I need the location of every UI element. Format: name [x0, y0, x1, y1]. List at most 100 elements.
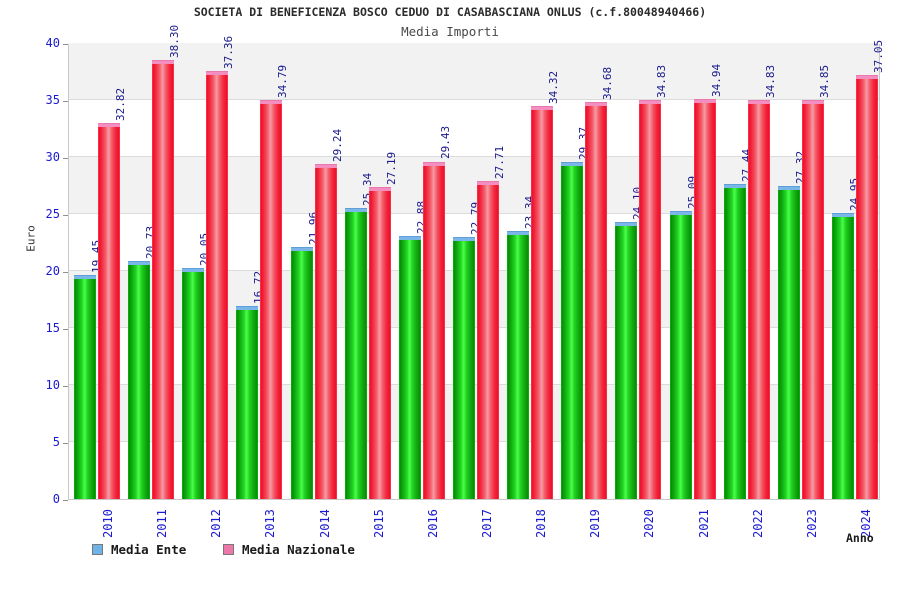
bar-top-cap: [314, 163, 337, 168]
y-axis-tick-mark: [63, 158, 68, 159]
bar-top-cap: [236, 306, 259, 311]
legend-swatch-icon: [223, 544, 234, 555]
y-axis-tick-mark: [63, 101, 68, 102]
bar-top-cap: [855, 74, 878, 79]
y-axis-tick-label: 40: [45, 36, 60, 50]
legend-swatch-icon: [92, 544, 103, 555]
bar-media-nazionale-2013: [260, 100, 283, 499]
bar-top-cap: [98, 122, 121, 127]
gridline: [69, 156, 879, 157]
bar-value-label: 27.19: [384, 151, 398, 186]
x-axis-tick-label-2010: 2010: [101, 509, 116, 538]
bar-media-ente-2022: [723, 184, 746, 499]
bar-value-label: 34.32: [547, 70, 561, 104]
y-axis-tick-label: 20: [45, 264, 60, 278]
bar-media-nazionale-2018: [531, 105, 554, 499]
bar-top-cap: [507, 230, 530, 235]
bar-media-nazionale-2012: [206, 71, 229, 499]
y-axis-tick-label: 35: [45, 93, 60, 107]
bar-value-label: 32.82: [114, 87, 128, 121]
bar-media-nazionale-2011: [152, 60, 175, 499]
bar-top-cap: [368, 187, 391, 192]
bar-value-label: 38.30: [168, 25, 182, 59]
bar-top-cap: [260, 100, 283, 105]
bar-top-cap: [585, 101, 608, 106]
bar-media-ente-2012: [182, 268, 205, 499]
y-axis-tick-mark: [63, 386, 68, 387]
bar-media-nazionale-2021: [693, 98, 716, 499]
bar-media-ente-2015: [344, 208, 367, 499]
plot-band: [69, 43, 879, 100]
y-axis-tick-label: 25: [45, 207, 60, 221]
chart-subtitle: Media Importi: [401, 24, 499, 39]
bar-media-nazionale-2019: [585, 101, 608, 499]
y-axis-tick-label: 30: [45, 150, 60, 164]
bar-top-cap: [615, 222, 638, 227]
bar-value-label: 29.24: [330, 128, 344, 162]
bar-value-label: 34.68: [601, 66, 615, 100]
bar-top-cap: [290, 246, 313, 251]
y-axis-title-text: Euro: [24, 225, 38, 252]
bar-media-nazionale-2023: [801, 99, 824, 499]
gridline: [69, 99, 879, 100]
bar-value-label: 34.83: [655, 64, 669, 98]
x-axis-tick-label-2014: 2014: [317, 509, 332, 538]
bar-top-cap: [561, 162, 584, 167]
bar-top-cap: [831, 212, 854, 217]
bar-value-label: 29.43: [438, 126, 452, 160]
bar-top-cap: [801, 99, 824, 104]
bar-media-nazionale-2022: [747, 99, 770, 499]
bar-media-ente-2021: [669, 210, 692, 499]
bar-media-ente-2017: [453, 237, 475, 499]
y-axis-tick-mark: [63, 272, 68, 273]
y-axis-tick-label: 10: [45, 378, 60, 392]
bar-top-cap: [74, 275, 97, 280]
plot-area: 19.45 32.82 20.73 38.30 20.05 37.36 16.72 34.79…: [68, 25, 885, 500]
bar-media-nazionale-2014: [314, 163, 337, 499]
legend-label: Media Ente: [111, 542, 187, 557]
bar-value-label: 37.36: [222, 35, 236, 70]
y-axis-tick-label: 15: [45, 321, 60, 335]
bar-top-cap: [152, 60, 175, 65]
bar-top-cap: [693, 98, 716, 103]
bar-top-cap: [128, 260, 151, 265]
bar-media-ente-2024: [831, 212, 854, 499]
x-axis-tick-label-2017: 2017: [480, 509, 494, 538]
legend-label: Media Nazionale: [242, 542, 355, 557]
x-axis-tick-label-2023: 2023: [804, 509, 819, 538]
bar-media-ente-2011: [128, 260, 151, 499]
x-axis-tick-label-2013: 2013: [263, 509, 278, 538]
x-axis-tick-label-2018: 2018: [534, 509, 549, 538]
bar-media-nazionale-2016: [422, 161, 445, 499]
y-axis-tick-mark: [63, 329, 68, 330]
bar-value-label: 34.79: [276, 65, 290, 99]
chart-title: SOCIETA DI BENEFICENZA BOSCO CEDUO DI CA…: [193, 5, 707, 19]
x-axis-tick-label-2022: 2022: [750, 509, 765, 538]
bar-value-label: 37.05: [871, 39, 885, 73]
bar-value-label: 27.71: [493, 145, 506, 180]
bar-top-cap: [777, 185, 800, 190]
bar-top-cap: [723, 184, 746, 189]
bar-media-ente-2018: [507, 230, 530, 499]
x-axis-tick-label-2016: 2016: [425, 509, 440, 538]
gridline: [69, 213, 879, 214]
bar-top-cap: [477, 181, 499, 186]
x-axis-tick-label-2015: 2015: [371, 509, 386, 538]
x-axis-tick-label-2011: 2011: [155, 509, 170, 538]
bar-media-ente-2013: [236, 306, 259, 499]
bar-value-label: 34.85: [817, 64, 831, 98]
bar-top-cap: [422, 161, 445, 166]
bar-media-ente-2020: [615, 222, 638, 499]
y-axis-tick-label: 0: [52, 492, 60, 506]
bar-media-nazionale-2020: [639, 99, 662, 499]
bar-media-ente-2023: [777, 185, 800, 499]
bar-media-nazionale-2010: [98, 122, 121, 499]
bar-media-nazionale-2015: [368, 187, 391, 499]
bar-top-cap: [344, 208, 367, 213]
bar-top-cap: [453, 237, 475, 242]
bar-media-nazionale-2017: [477, 181, 499, 499]
bar-value-label: 34.83: [763, 64, 777, 98]
y-axis-tick-mark: [63, 44, 68, 45]
bar-media-ente-2019: [561, 162, 584, 499]
